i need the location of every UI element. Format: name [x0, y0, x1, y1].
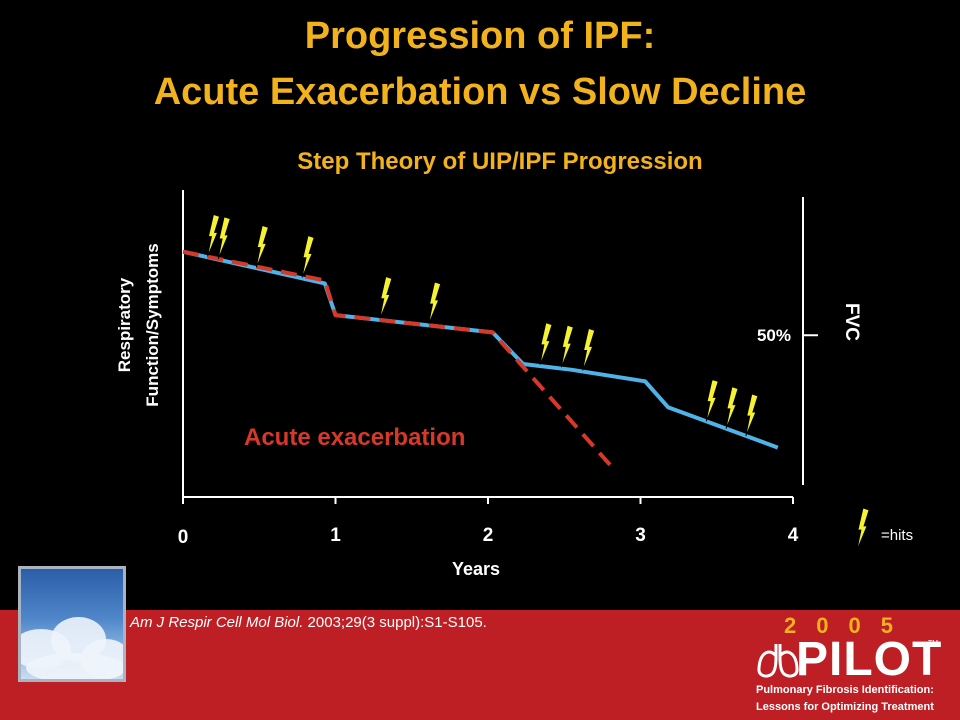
footer-band	[0, 610, 960, 720]
hit-bolt-icon	[428, 281, 442, 325]
fvc-50-label: 50%	[757, 326, 791, 345]
citation-details: 2003;29(3 suppl):S1-S105.	[303, 614, 487, 631]
lungs-icon	[757, 644, 799, 678]
sky-image	[18, 566, 126, 682]
hit-bolt-icon	[379, 276, 393, 320]
fvc-label: FVC	[841, 303, 862, 341]
hit-bolt-icon	[725, 386, 739, 430]
hit-bolt-icon	[207, 214, 220, 257]
hit-legend-label: =hits	[881, 527, 913, 544]
pilot-logo-text: PILOT	[796, 633, 943, 686]
pilot-tagline-line2: Lessons for Optimizing Treatment	[756, 701, 934, 713]
hit-bolt-icon	[705, 379, 719, 422]
citation: Am J Respir Cell Mol Biol. 2003;29(3 sup…	[130, 614, 487, 631]
x-tick-label: 0	[178, 527, 189, 548]
hit-bolt-icon	[301, 235, 315, 279]
trademark-mark: TM	[928, 640, 939, 647]
slow-decline-line	[182, 249, 779, 450]
pilot-year: 2005	[784, 613, 913, 638]
y-axis-label-line2: Function/Symptoms	[143, 243, 162, 406]
hit-bolt-icon	[560, 324, 574, 368]
pilot-tagline-line1: Pulmonary Fibrosis Identification:	[756, 684, 934, 696]
hit-bolt-icon	[582, 328, 596, 371]
hit-bolt-icon	[255, 225, 269, 268]
hit-bolt-icon	[217, 216, 231, 260]
chart-title: Step Theory of UIP/IPF Progression	[297, 148, 703, 175]
x-tick-label: 2	[483, 525, 494, 546]
x-axis-label: Years	[452, 559, 500, 579]
y-axis-label-line1: Respiratory	[115, 277, 134, 372]
x-tick-label: 1	[330, 525, 341, 546]
citation-journal: Am J Respir Cell Mol Biol.	[130, 614, 304, 631]
hit-legend-bolt-icon	[856, 507, 870, 551]
slide-title-line1: Progression of IPF:	[304, 15, 656, 57]
acute-exacerbation-line	[182, 249, 612, 467]
hit-bolt-icon	[745, 393, 759, 437]
acute-exacerbation-label: Acute exacerbation	[244, 424, 465, 451]
slide-title-line2: Acute Exacerbation vs Slow Decline	[153, 71, 807, 113]
x-tick-label: 4	[788, 525, 799, 546]
x-tick-label: 3	[635, 525, 646, 546]
hit-bolt-icon	[539, 322, 553, 366]
